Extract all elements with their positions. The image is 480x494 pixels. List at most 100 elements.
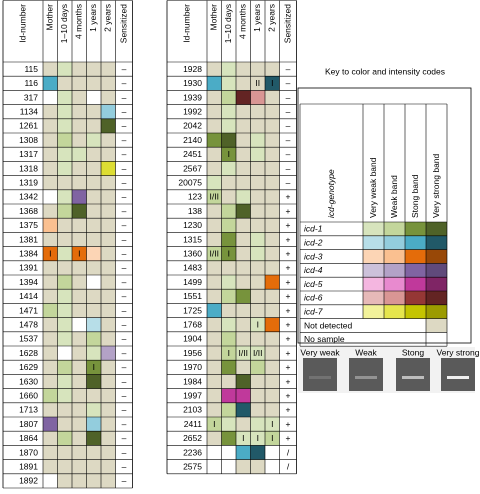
- sensitized: –: [286, 106, 291, 116]
- cell: [236, 402, 251, 417]
- cell: [57, 374, 72, 389]
- cell: [43, 388, 58, 403]
- key-swatch: [384, 277, 405, 291]
- id-number: 1713: [19, 405, 38, 415]
- id-number: 1992: [183, 106, 202, 116]
- cell: [86, 133, 101, 148]
- gel-band: [355, 376, 377, 379]
- cell: [221, 204, 236, 219]
- cell: [101, 431, 116, 446]
- id-number: 2140: [183, 135, 202, 145]
- cell: [101, 260, 116, 275]
- cell: [101, 90, 116, 105]
- cell: [43, 260, 58, 275]
- cell: [236, 317, 251, 332]
- cell-text: I: [257, 319, 259, 329]
- cell: [72, 331, 87, 346]
- id-number: 1414: [19, 291, 38, 301]
- id-number: 1870: [19, 447, 38, 457]
- cell: [236, 417, 251, 432]
- id-number: 1928: [183, 64, 202, 74]
- cell: [86, 104, 101, 119]
- cell: [86, 417, 101, 432]
- key-header: icd-genotype: [326, 169, 336, 218]
- cell: [207, 360, 222, 375]
- cell: [265, 374, 280, 389]
- id-number: 123: [188, 192, 202, 202]
- cell: [57, 388, 72, 403]
- sensitized: –: [122, 92, 127, 102]
- gel-band: [309, 376, 331, 379]
- cell: [250, 218, 265, 233]
- id-number: 1807: [19, 419, 38, 429]
- sensitized: –: [122, 177, 127, 187]
- cell: [101, 232, 116, 247]
- cell: [250, 317, 265, 332]
- cell: [86, 374, 101, 389]
- id-number: 1864: [19, 433, 38, 443]
- sensitized: –: [286, 92, 291, 102]
- cell: [221, 260, 236, 275]
- cell: [236, 374, 251, 389]
- cell: [265, 459, 280, 474]
- cell: [236, 90, 251, 105]
- key-swatch: [426, 291, 447, 305]
- sensitized: +: [286, 206, 291, 216]
- cell: [72, 62, 87, 77]
- column-header: 1–10 days: [59, 4, 69, 43]
- cell: [236, 360, 251, 375]
- cell: [265, 175, 280, 190]
- sensitized: +: [286, 220, 291, 230]
- cell: [221, 374, 236, 389]
- cell: [221, 317, 236, 332]
- cell: [86, 445, 101, 460]
- key-swatch: [384, 222, 405, 236]
- cell: [236, 189, 251, 204]
- sensitized: –: [286, 78, 291, 88]
- cell: [221, 331, 236, 346]
- cell: [221, 402, 236, 417]
- key-swatch: [384, 263, 405, 278]
- cell: [221, 175, 236, 190]
- cell: [57, 260, 72, 275]
- id-number: 1904: [183, 334, 202, 344]
- id-number: 1391: [19, 263, 38, 273]
- cell: [265, 189, 280, 204]
- cell: [236, 62, 251, 77]
- sensitized: +: [286, 405, 291, 415]
- cell: [57, 133, 72, 148]
- sensitized: –: [122, 106, 127, 116]
- cell-text: I: [257, 433, 259, 443]
- cell: [265, 417, 280, 432]
- column-header: Mother: [45, 4, 55, 31]
- sensitized: –: [122, 376, 127, 386]
- cell: [236, 133, 251, 148]
- id-number: 1551: [183, 291, 202, 301]
- key-box: [297, 87, 472, 344]
- cell-text: I: [271, 419, 273, 429]
- id-number: 317: [24, 92, 38, 102]
- cell: [43, 76, 58, 91]
- cell: [86, 260, 101, 275]
- sensitized: +: [286, 248, 291, 258]
- cell-text: I: [228, 348, 230, 358]
- gel-label: Weak: [355, 347, 377, 357]
- cell: [101, 317, 116, 332]
- cell: [43, 147, 58, 162]
- sensitized: –: [122, 334, 127, 344]
- cell: [72, 360, 87, 375]
- cell: [265, 118, 280, 133]
- cell: [86, 147, 101, 162]
- key-swatch: [384, 249, 405, 264]
- cell: [236, 147, 251, 162]
- cell: [265, 289, 280, 304]
- cell: [57, 275, 72, 290]
- cell: [86, 473, 101, 488]
- sensitized: +: [286, 277, 291, 287]
- cell: [250, 275, 265, 290]
- cell: [57, 161, 72, 176]
- cell: [236, 104, 251, 119]
- cell: [221, 104, 236, 119]
- cell: [221, 431, 236, 446]
- id-number: 1308: [19, 135, 38, 145]
